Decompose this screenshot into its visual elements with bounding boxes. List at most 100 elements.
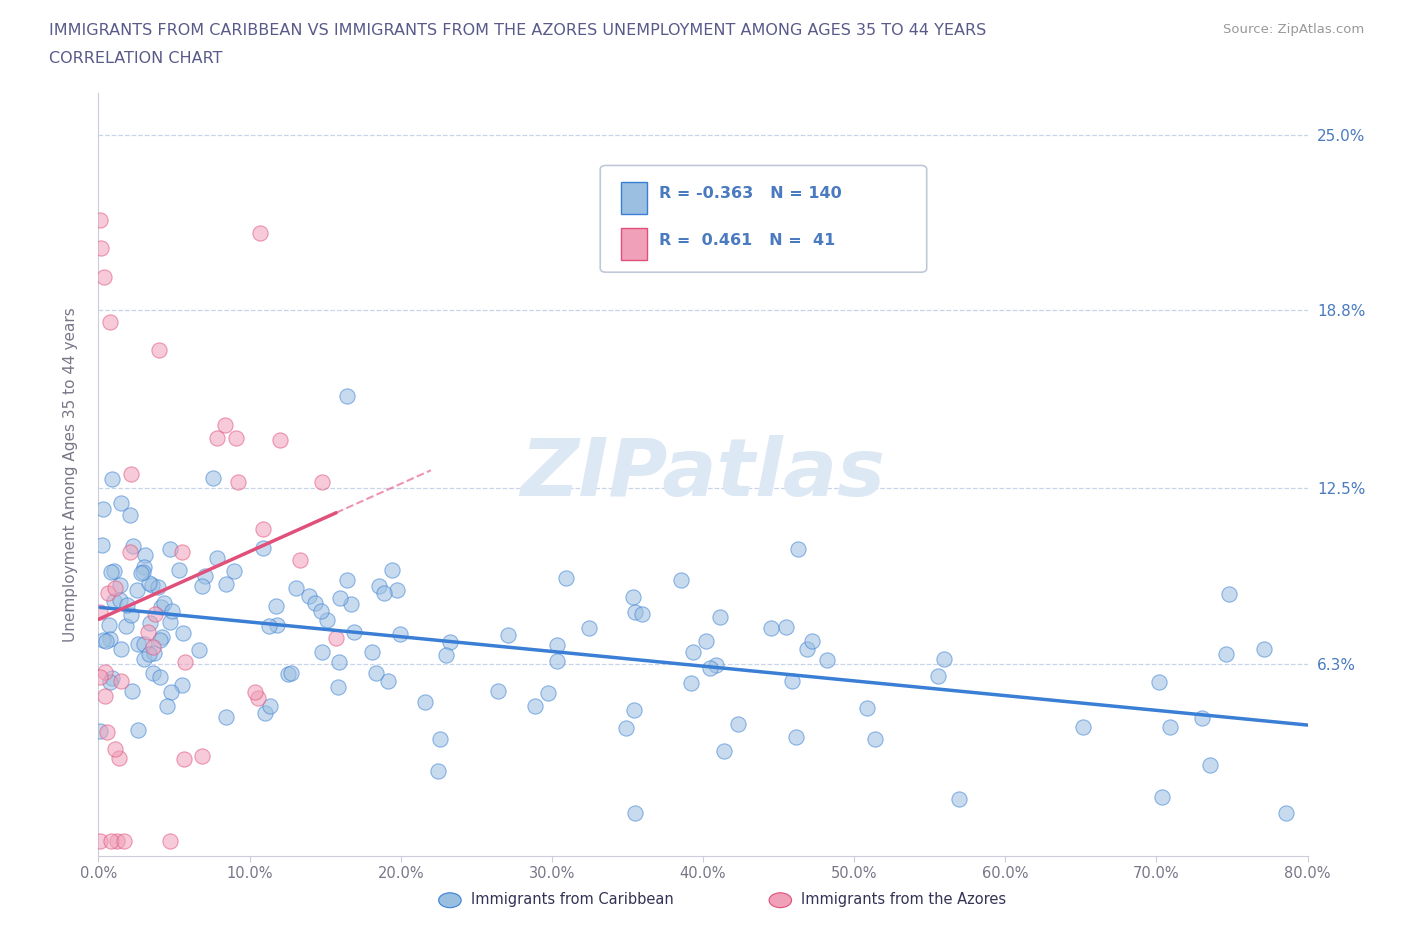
Point	[89, 670, 111, 684]
Point	[932, 651, 955, 666]
Point	[631, 607, 654, 622]
Point	[205, 551, 228, 565]
Point	[785, 729, 807, 744]
Point	[89, 834, 111, 849]
Point	[132, 560, 155, 575]
Point	[257, 618, 280, 633]
Text: ZIPatlas: ZIPatlas	[520, 435, 886, 513]
Bar	[621, 182, 647, 214]
Point	[1275, 805, 1298, 820]
Point	[214, 418, 236, 432]
Point	[246, 690, 269, 705]
Point	[225, 431, 247, 445]
Point	[138, 576, 160, 591]
Point	[1071, 719, 1094, 734]
Point	[120, 507, 142, 522]
Point	[127, 723, 149, 737]
Point	[108, 751, 131, 765]
Point	[98, 631, 121, 646]
Point	[141, 578, 163, 592]
Point	[89, 724, 111, 738]
Point	[699, 661, 721, 676]
Point	[112, 834, 135, 849]
Point	[149, 632, 172, 647]
Point	[775, 619, 797, 634]
Point	[188, 642, 211, 657]
FancyBboxPatch shape	[600, 166, 927, 272]
Point	[434, 647, 457, 662]
Point	[554, 571, 576, 586]
Point	[496, 627, 519, 642]
Text: Immigrants from the Azores: Immigrants from the Azores	[801, 892, 1007, 907]
Point	[120, 467, 142, 482]
Y-axis label: Unemployment Among Ages 35 to 44 years: Unemployment Among Ages 35 to 44 years	[63, 307, 77, 642]
Point	[277, 667, 299, 682]
Point	[389, 627, 412, 642]
Point	[160, 604, 183, 618]
Point	[546, 653, 568, 668]
Point	[624, 805, 647, 820]
Text: CORRELATION CHART: CORRELATION CHART	[49, 51, 222, 66]
Point	[269, 432, 291, 447]
Point	[121, 684, 143, 698]
Point	[761, 621, 783, 636]
Point	[927, 669, 949, 684]
Point	[150, 599, 173, 614]
Point	[191, 578, 214, 593]
Point	[97, 585, 120, 600]
Point	[110, 673, 132, 688]
Point	[796, 642, 818, 657]
Point	[285, 580, 308, 595]
Point	[727, 716, 749, 731]
Point	[98, 314, 121, 329]
Point	[266, 599, 288, 614]
Point	[682, 644, 704, 659]
Point	[136, 624, 159, 639]
Point	[709, 609, 731, 624]
Point	[252, 540, 274, 555]
Point	[311, 474, 333, 489]
Point	[1218, 587, 1240, 602]
Point	[134, 548, 156, 563]
Point	[153, 596, 176, 611]
Point	[191, 749, 214, 764]
Point	[118, 545, 141, 560]
Point	[623, 703, 645, 718]
Point	[863, 732, 886, 747]
Point	[621, 590, 644, 604]
Point	[800, 633, 823, 648]
Point	[439, 635, 461, 650]
Point	[298, 589, 321, 604]
Point	[100, 565, 122, 579]
Point	[361, 644, 384, 659]
Point	[1253, 641, 1275, 656]
Point	[122, 538, 145, 553]
Point	[194, 569, 217, 584]
Point	[368, 578, 391, 593]
Point	[115, 598, 138, 613]
Point	[202, 471, 225, 485]
Point	[159, 834, 181, 849]
Point	[309, 604, 332, 618]
Text: Source: ZipAtlas.com: Source: ZipAtlas.com	[1223, 23, 1364, 36]
Point	[1150, 790, 1173, 804]
Point	[138, 646, 160, 661]
Point	[139, 616, 162, 631]
Point	[90, 241, 112, 256]
Point	[115, 618, 138, 633]
Point	[343, 625, 366, 640]
Point	[537, 685, 560, 700]
Point	[142, 666, 165, 681]
Point	[224, 564, 246, 578]
Point	[1199, 757, 1222, 772]
Point	[328, 591, 350, 605]
Point	[679, 676, 702, 691]
Point	[172, 544, 194, 559]
Point	[173, 751, 195, 766]
Point	[815, 652, 838, 667]
Point	[143, 606, 166, 621]
Point	[578, 621, 600, 636]
Point	[103, 564, 125, 578]
Point	[98, 674, 121, 689]
Point	[1147, 675, 1170, 690]
